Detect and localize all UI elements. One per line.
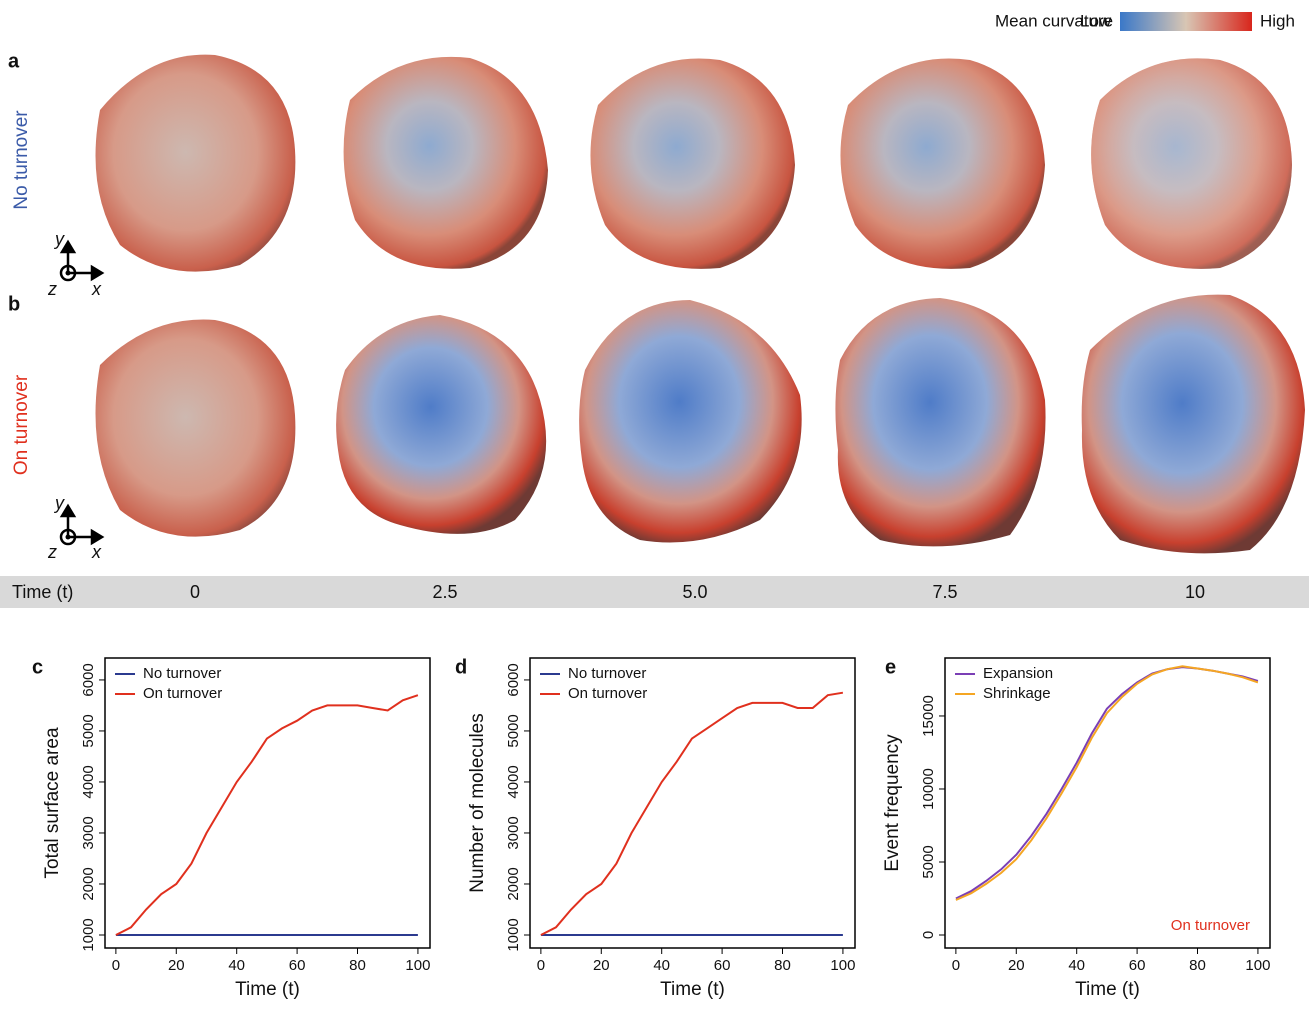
y-axis-label: Number of molecules bbox=[467, 713, 488, 893]
axis-glyph-label: x bbox=[91, 542, 102, 562]
time-value: 7.5 bbox=[932, 582, 957, 602]
y-axis-label: Event frequency bbox=[882, 734, 903, 872]
legend-label: On turnover bbox=[143, 685, 222, 702]
panel-label: c bbox=[32, 656, 43, 678]
y-tick-label: 5000 bbox=[920, 845, 937, 878]
y-tick-label: 10000 bbox=[920, 768, 937, 810]
x-tick-label: 20 bbox=[1008, 957, 1025, 974]
x-tick-label: 0 bbox=[537, 957, 545, 974]
y-tick-label: 4000 bbox=[80, 765, 97, 798]
y-tick-label: 5000 bbox=[505, 714, 522, 747]
y-tick-label: 2000 bbox=[80, 867, 97, 900]
time-value: 0 bbox=[190, 582, 200, 602]
axis-glyph-label: x bbox=[91, 279, 102, 299]
row-label: No turnover bbox=[11, 110, 32, 210]
x-tick-label: 60 bbox=[1129, 957, 1146, 974]
figure: Mean curvature Low High a b c d e No tur… bbox=[0, 0, 1309, 1005]
time-value: 5.0 bbox=[682, 582, 707, 602]
x-tick-label: 40 bbox=[653, 957, 670, 974]
colorbar bbox=[1120, 12, 1252, 31]
y-tick-label: 6000 bbox=[505, 663, 522, 696]
series-line bbox=[541, 693, 843, 935]
axis-glyph-label: z bbox=[47, 279, 57, 299]
x-tick-label: 40 bbox=[1068, 957, 1085, 974]
panel-label: b bbox=[8, 293, 20, 315]
renders bbox=[96, 55, 1306, 554]
x-tick-label: 100 bbox=[405, 957, 430, 974]
x-tick-label: 80 bbox=[774, 957, 791, 974]
x-tick-label: 0 bbox=[952, 957, 960, 974]
legend-low: Low bbox=[1080, 11, 1112, 30]
legend-label: No turnover bbox=[143, 665, 221, 682]
y-tick-label: 3000 bbox=[505, 816, 522, 849]
x-tick-label: 60 bbox=[289, 957, 306, 974]
page: { "legend": {"title": "Mean curvature", … bbox=[0, 0, 1309, 1005]
x-axis-label: Time (t) bbox=[235, 979, 300, 1000]
y-tick-label: 3000 bbox=[80, 816, 97, 849]
annotation: On turnover bbox=[1171, 917, 1250, 934]
legend-high: High bbox=[1260, 11, 1295, 30]
legend-label: No turnover bbox=[568, 665, 646, 682]
y-tick-label: 2000 bbox=[505, 867, 522, 900]
x-tick-label: 100 bbox=[1245, 957, 1270, 974]
row-label: On turnover bbox=[11, 374, 32, 475]
legend-label: Shrinkage bbox=[983, 685, 1051, 702]
y-axis-label: Total surface area bbox=[42, 727, 63, 878]
axis-glyph-label: y bbox=[53, 229, 65, 249]
panel-label: e bbox=[885, 656, 896, 678]
legend-label: Expansion bbox=[983, 665, 1053, 682]
x-tick-label: 20 bbox=[168, 957, 185, 974]
x-axis-label: Time (t) bbox=[1075, 979, 1140, 1000]
y-tick-label: 6000 bbox=[80, 663, 97, 696]
axis-glyph-label: y bbox=[53, 493, 65, 513]
axis-glyph-label: z bbox=[47, 542, 57, 562]
x-tick-label: 20 bbox=[593, 957, 610, 974]
panel-label: a bbox=[8, 50, 20, 72]
axis-dot bbox=[66, 271, 71, 276]
y-tick-label: 1000 bbox=[80, 918, 97, 951]
x-axis-label: Time (t) bbox=[660, 979, 725, 1000]
y-tick-label: 4000 bbox=[505, 765, 522, 798]
x-tick-label: 60 bbox=[714, 957, 731, 974]
y-tick-label: 15000 bbox=[920, 695, 937, 737]
x-tick-label: 0 bbox=[112, 957, 120, 974]
y-tick-label: 1000 bbox=[505, 918, 522, 951]
x-tick-label: 80 bbox=[349, 957, 366, 974]
y-tick-label: 0 bbox=[920, 931, 937, 939]
x-tick-label: 40 bbox=[228, 957, 245, 974]
series-line bbox=[116, 695, 418, 935]
time-value: 2.5 bbox=[432, 582, 457, 602]
y-tick-label: 5000 bbox=[80, 714, 97, 747]
x-tick-label: 100 bbox=[830, 957, 855, 974]
legend-label: On turnover bbox=[568, 685, 647, 702]
panel-label: d bbox=[455, 656, 467, 678]
time-value: 10 bbox=[1185, 582, 1205, 602]
axis-dot bbox=[66, 535, 71, 540]
x-tick-label: 80 bbox=[1189, 957, 1206, 974]
time-label: Time (t) bbox=[12, 582, 73, 602]
